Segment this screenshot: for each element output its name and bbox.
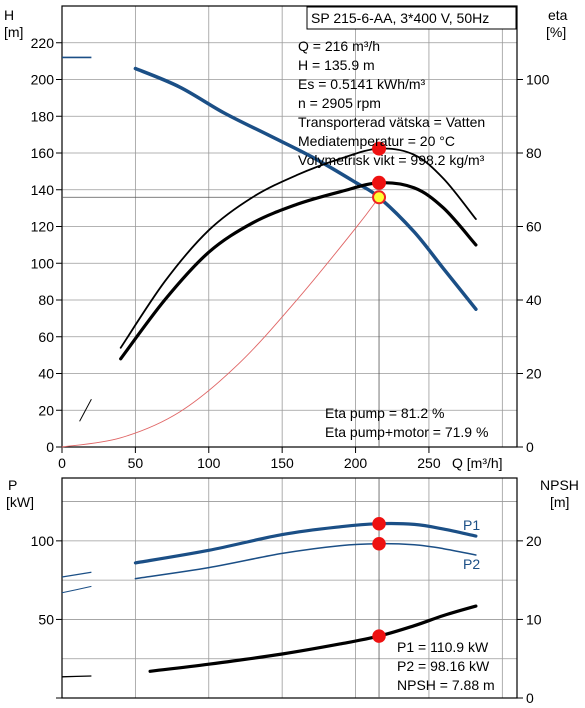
y-tick-label: 80: [38, 292, 54, 308]
series-line: [133, 521, 478, 565]
bottom-y-axis-label-unit: [kW]: [6, 494, 34, 510]
duty-point-info: Q = 216 m³/h H = 135.9 m Es = 0.5141 kWh/m…: [298, 38, 485, 168]
y-tick-label: 50: [38, 611, 54, 627]
bottom-series-labels: P1 P2: [463, 517, 480, 572]
top-y-axis-label-h: H: [4, 7, 14, 23]
bottom-y-ticks: 50 100: [31, 533, 62, 699]
duty-point-guides: [62, 196, 380, 447]
duty-point-info-line: Es = 0.5141 kWh/m³: [298, 76, 426, 92]
y2-tick-label: 60: [526, 219, 542, 235]
series-label-p2: P2: [463, 556, 480, 572]
series-line: [61, 196, 380, 448]
y2-tick-label: 100: [526, 72, 550, 88]
y-tick-label: 100: [31, 533, 55, 549]
y2-tick-label: 10: [526, 611, 542, 627]
power-npsh-info-line: NPSH = 7.88 m: [397, 677, 495, 693]
top-markers: [372, 141, 387, 205]
duty-point-marker: [372, 536, 386, 551]
series-line: [119, 147, 477, 349]
series-line: [134, 542, 477, 580]
y-tick-label: 0: [46, 439, 54, 455]
y2-tick-label: 20: [526, 533, 542, 549]
x-tick-label: 100: [197, 455, 221, 471]
bottom-y2-axis-label-npsh: NPSH: [540, 477, 579, 493]
series-line: [119, 181, 478, 361]
y-tick-label: 140: [31, 182, 55, 198]
series-line: [148, 604, 478, 673]
power-npsh-info: P1 = 110.9 kW P2 = 98.16 kW NPSH = 7.88 m: [397, 639, 495, 693]
top-y-ticks: 0 20 40 60 80 100 120 140 160 180 200 220: [31, 35, 62, 455]
duty-point-info-line: Volymetrisk vikt = 998.2 kg/m³: [298, 152, 485, 168]
x-tick-label: 0: [58, 455, 66, 471]
y2-tick-label: 0: [526, 690, 534, 706]
x-tick-label: 50: [128, 455, 144, 471]
duty-point-info-line: Transporterad vätska = Vatten: [298, 114, 485, 130]
duty-point-marker: [372, 175, 387, 190]
bottom-y2-ticks: 0 10 20: [517, 533, 542, 706]
series-line-lead: [61, 571, 92, 578]
duty-point-marker: [372, 516, 386, 531]
efficiency-info-line: Eta pump = 81.2 %: [325, 405, 444, 421]
x-tick-label: 250: [417, 455, 441, 471]
y-tick-label: 120: [31, 219, 55, 235]
y-tick-label: 60: [38, 329, 54, 345]
y2-tick-label: 0: [526, 439, 534, 455]
y-tick-label: 220: [31, 35, 55, 51]
top-y2-ticks: 0 20 40 60 80 100: [517, 72, 550, 455]
y-tick-label: 160: [31, 145, 55, 161]
y-tick-label: 100: [31, 255, 55, 271]
y2-tick-label: 20: [526, 366, 542, 382]
bottom-series: [61, 521, 478, 678]
duty-point-info-line: H = 135.9 m: [298, 57, 375, 73]
y2-tick-label: 40: [526, 292, 542, 308]
chart-title-box: [306, 6, 517, 30]
top-x-axis-label: Q [m³/h]: [452, 455, 503, 471]
duty-point-marker: [372, 190, 387, 205]
top-y2-axis-label-eta: eta: [548, 7, 568, 23]
top-grid: [62, 6, 517, 447]
series-label-p1: P1: [463, 517, 480, 533]
duty-point-info-line: Mediatemperatur = 20 °C: [298, 133, 455, 149]
x-tick-label: 150: [270, 455, 294, 471]
bottom-y-axis-label-p: P: [8, 477, 17, 493]
x-tick-label: 200: [344, 455, 368, 471]
chart-title: SP 215-6-AA, 3*400 V, 50Hz: [311, 10, 489, 26]
top-x-ticks: 0 50 100 150 200 250: [58, 447, 441, 471]
y-tick-label: 200: [31, 72, 55, 88]
duty-point-info-line: n = 2905 rpm: [298, 95, 381, 111]
y-tick-label: 180: [31, 108, 55, 124]
top-y-axis-label-unit: [m]: [4, 24, 23, 40]
y-tick-label: 40: [38, 366, 54, 382]
power-npsh-info-line: P1 = 110.9 kW: [397, 639, 489, 655]
duty-point-marker: [372, 141, 387, 156]
top-y2-axis-label-unit: [%]: [546, 24, 566, 40]
y2-tick-label: 80: [526, 145, 542, 161]
y-tick-label: 20: [38, 402, 54, 418]
duty-point-marker: [372, 629, 386, 643]
top-series: [61, 56, 478, 448]
bottom-y2-axis-label-unit: [m]: [550, 494, 569, 510]
efficiency-info-line: Eta pump+motor = 71.9 %: [325, 424, 488, 440]
series-line-lead: [61, 585, 92, 594]
bottom-plot-frame: [61, 477, 518, 699]
power-npsh-info-line: P2 = 98.16 kW: [397, 658, 490, 674]
duty-point-info-line: Q = 216 m³/h: [298, 38, 380, 54]
series-line-lead: [79, 398, 92, 422]
series-line: [133, 66, 478, 311]
bottom-markers: [372, 516, 386, 643]
bottom-grid: [62, 478, 517, 698]
efficiency-info: Eta pump = 81.2 % Eta pump+motor = 71.9 %: [325, 405, 488, 440]
series-line-lead: [61, 675, 92, 678]
